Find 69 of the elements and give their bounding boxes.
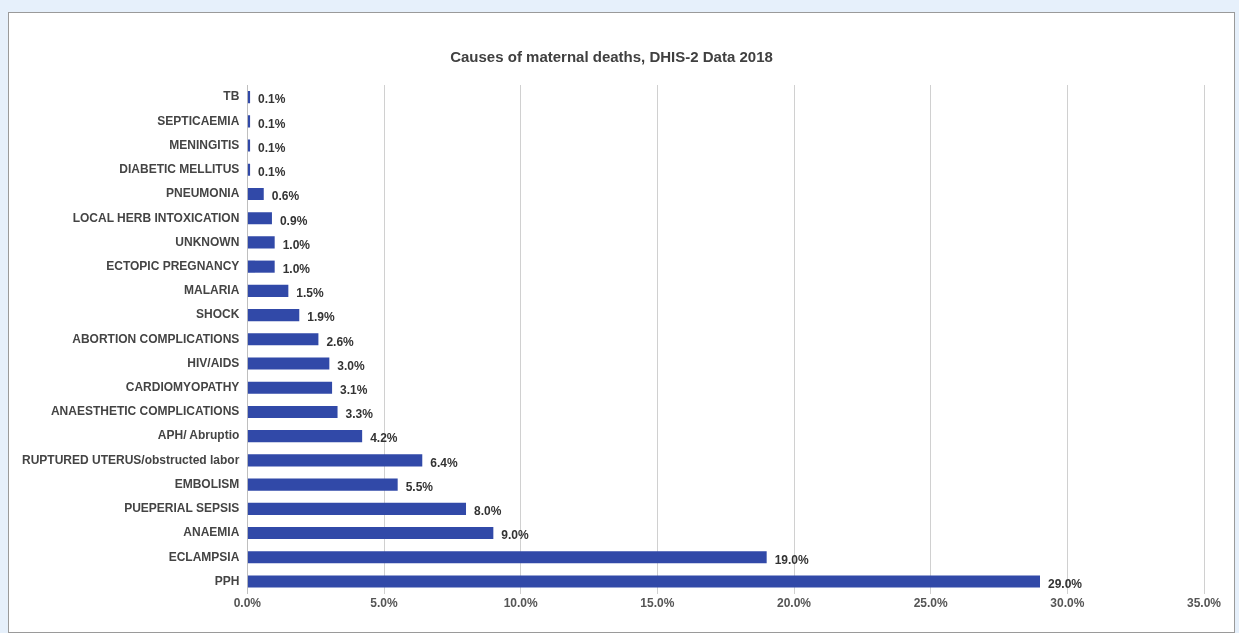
chart-title: Causes of maternal deaths, DHIS-2 Data 2018 xyxy=(450,48,773,66)
x-tick-label: 0.0% xyxy=(233,596,262,611)
x-tick-label: 20.0% xyxy=(776,596,812,611)
data-label: 1.0% xyxy=(282,261,311,276)
y-tick-label: MENINGITIS xyxy=(169,137,240,152)
y-tick-label: ECTOPIC PREGNANCY xyxy=(106,258,240,273)
bar xyxy=(247,284,289,297)
bar xyxy=(247,527,494,540)
data-label: 4.2% xyxy=(370,431,398,446)
data-label: 29.0% xyxy=(1048,576,1083,591)
data-label: 1.5% xyxy=(296,286,325,301)
bar xyxy=(247,139,251,152)
bar xyxy=(247,405,338,419)
x-tick-label: 35.0% xyxy=(1186,596,1222,611)
bar xyxy=(247,575,1040,588)
bar xyxy=(247,551,767,564)
bar xyxy=(247,478,398,491)
y-tick-label: RUPTURED UTERUS/obstructed labor xyxy=(21,452,240,467)
y-tick-label: CARDIOMYOPATHY xyxy=(125,380,240,395)
x-tick-label: 15.0% xyxy=(640,596,675,611)
y-tick-label: TB xyxy=(223,89,240,104)
y-tick-label: DIABETIC MELLITUS xyxy=(119,162,240,177)
data-label: 8.0% xyxy=(474,504,502,519)
bar xyxy=(247,502,467,515)
bar xyxy=(247,309,300,322)
data-label: 2.6% xyxy=(326,334,355,349)
y-tick-label: LOCAL HERB INTOXICATION xyxy=(72,210,240,225)
data-label: 0.1% xyxy=(258,165,286,180)
y-tick-label: APH/ Abruptio xyxy=(157,428,240,443)
y-tick-label: PNEUMONIA xyxy=(166,186,240,201)
y-tick-label: ANAESTHETIC COMPLICATIONS xyxy=(50,404,240,419)
data-label: 19.0% xyxy=(774,552,810,567)
bar xyxy=(247,454,423,467)
bar xyxy=(247,430,363,443)
y-tick-label: SHOCK xyxy=(196,307,240,322)
data-label: 0.1% xyxy=(258,92,286,107)
data-label: 5.5% xyxy=(405,479,434,494)
y-tick-label: MALARIA xyxy=(184,283,240,298)
bar xyxy=(247,236,275,249)
bar xyxy=(247,187,264,201)
bar xyxy=(247,212,272,225)
data-label: 0.1% xyxy=(258,140,286,155)
y-tick-label: ANAEMIA xyxy=(183,525,240,540)
y-tick-label: PPH xyxy=(214,573,240,588)
y-tick-label: HIV/AIDS xyxy=(187,355,240,370)
y-tick-label: UNKNOWN xyxy=(175,234,240,249)
bar xyxy=(247,333,319,346)
data-label: 0.9% xyxy=(279,213,308,228)
data-label: 1.0% xyxy=(282,237,311,252)
bar xyxy=(247,357,330,370)
data-label: 3.3% xyxy=(345,407,374,422)
data-label: 1.9% xyxy=(307,310,335,325)
x-tick-label: 10.0% xyxy=(503,596,539,611)
y-tick-label: ECLAMPSIA xyxy=(168,549,240,564)
data-label: 3.0% xyxy=(337,358,366,373)
data-label: 3.1% xyxy=(340,383,368,398)
x-tick-label: 25.0% xyxy=(913,596,949,611)
data-label: 0.6% xyxy=(271,189,300,204)
data-label: 9.0% xyxy=(501,528,530,543)
y-tick-label: ABORTION COMPLICATIONS xyxy=(72,331,240,346)
y-tick-label: EMBOLISM xyxy=(174,476,240,491)
x-tick-label: 30.0% xyxy=(1050,596,1085,611)
y-tick-label: SEPTICAEMIA xyxy=(157,113,240,128)
bar xyxy=(247,260,275,273)
data-label: 6.4% xyxy=(430,455,458,470)
bar xyxy=(247,381,333,394)
data-label: 0.1% xyxy=(258,116,286,131)
y-tick-label: PUEPERIAL SEPSIS xyxy=(124,501,240,516)
x-tick-label: 5.0% xyxy=(370,596,399,611)
